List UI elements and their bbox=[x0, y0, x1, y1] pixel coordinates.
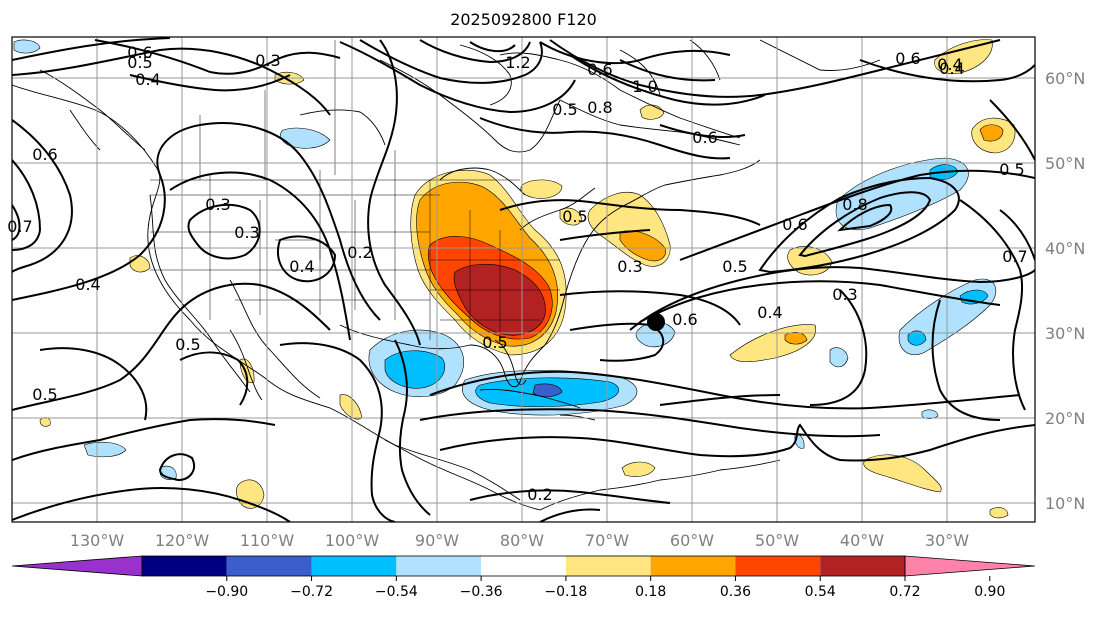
colorbar-tick-label: 0.90 bbox=[974, 584, 1005, 600]
colorbar-tick-label: 0.36 bbox=[720, 584, 751, 600]
contour-label: 0.7 bbox=[1002, 247, 1027, 266]
map-frame bbox=[11, 36, 1036, 523]
colorbar-tick-label: −0.18 bbox=[544, 584, 587, 600]
colorbar-segment bbox=[226, 556, 312, 576]
contour-label: 0.6 bbox=[587, 60, 612, 79]
contour-label: 0.7 bbox=[7, 217, 32, 236]
contour-label: 0.4 bbox=[757, 303, 782, 322]
lat-label: 50°N bbox=[1045, 154, 1085, 173]
contour-label: 0.5 bbox=[552, 100, 577, 119]
south-america-coast bbox=[539, 469, 721, 511]
map-title: 2025092800 F120 bbox=[450, 10, 597, 29]
contour-label: 0.6 bbox=[692, 128, 717, 147]
central-america bbox=[384, 439, 541, 511]
colorbar-tick-label: 0.72 bbox=[889, 584, 920, 600]
colorbar-segment bbox=[735, 556, 821, 576]
lon-label: 120°W bbox=[155, 531, 210, 550]
colorbar-extend-max bbox=[904, 555, 1036, 577]
hudson-bay bbox=[379, 59, 561, 153]
contour-label: 0.5 bbox=[722, 257, 747, 276]
colorbar-segment bbox=[565, 556, 651, 576]
contour-label: 0.6 bbox=[127, 43, 152, 62]
contour-label: 0.2 bbox=[347, 243, 372, 262]
lon-label: 60°W bbox=[670, 531, 714, 550]
contour-label: 0.5 bbox=[32, 385, 57, 404]
storm-center-marker bbox=[647, 313, 665, 331]
north-america-coast bbox=[12, 84, 521, 501]
contour-label: 0.3 bbox=[832, 285, 857, 304]
lat-label: 40°N bbox=[1045, 239, 1085, 258]
contour-label: 0.8 bbox=[842, 195, 867, 214]
contour-label: 0.5 bbox=[175, 335, 200, 354]
colorbar-segment bbox=[142, 556, 227, 576]
contour-label: 0.5 bbox=[127, 53, 152, 72]
colorbar-segment bbox=[396, 556, 482, 576]
colorbar-tick-label: −0.90 bbox=[205, 584, 248, 600]
lon-label: 50°W bbox=[755, 531, 799, 550]
contour-label: 1.0 bbox=[632, 77, 657, 96]
contour-label: 0.6 bbox=[672, 310, 697, 329]
contour-layer bbox=[12, 37, 1035, 522]
alaska-panhandle bbox=[39, 69, 146, 151]
baja bbox=[229, 329, 263, 401]
contour-label: 0.5 bbox=[999, 160, 1024, 179]
positive-anomaly-darkred bbox=[453, 263, 546, 336]
colorbar-tick-label: −0.72 bbox=[290, 584, 333, 600]
colorbar-segment bbox=[820, 556, 905, 576]
colorbar-tick-label: −0.36 bbox=[460, 584, 503, 600]
colorbar-tick-label: −0.54 bbox=[375, 584, 418, 600]
contour-label: 0.4 bbox=[289, 257, 314, 276]
colorbar-tick-label: 0.54 bbox=[805, 584, 836, 600]
contour-label: 0.4 bbox=[135, 70, 160, 89]
lon-label: 130°W bbox=[70, 531, 125, 550]
colorbar-frame bbox=[141, 555, 906, 577]
contour-label: 0.3 bbox=[234, 223, 259, 242]
longitude-labels: 130°W 120°W 110°W 100°W 90°W 80°W 70°W 60°W 50°W… bbox=[70, 531, 969, 550]
contour-label: 0.4 bbox=[75, 275, 100, 294]
contour-label: 0.2 bbox=[527, 485, 552, 504]
east-coast bbox=[564, 159, 761, 296]
lat-label: 60°N bbox=[1045, 69, 1085, 88]
colorbar: −0.90 −0.72 −0.54 −0.36 −0.18 0.18 0.36 0.54 0.7… bbox=[11, 555, 1036, 600]
labrador-coast bbox=[619, 89, 741, 139]
lon-label: 70°W bbox=[585, 531, 629, 550]
lon-label: 100°W bbox=[325, 531, 380, 550]
colorbar-extend-min bbox=[11, 555, 143, 577]
canada-islands bbox=[459, 44, 512, 106]
contour-label: 0.3 bbox=[255, 51, 280, 70]
contour-label: 0.3 bbox=[205, 195, 230, 214]
contour-label: 1.2 bbox=[505, 53, 530, 72]
contour-label: 0.8 bbox=[587, 98, 612, 117]
contour-labels: 0.60.50.40.3 1.21.00.80.60.50.60.40.40.50… bbox=[7, 43, 1027, 504]
colorbar-segment bbox=[311, 556, 397, 576]
lon-label: 90°W bbox=[415, 531, 459, 550]
lat-label: 30°N bbox=[1045, 324, 1085, 343]
contour-label: 0.4 bbox=[939, 59, 964, 78]
contour-label: 0.4 bbox=[937, 55, 962, 74]
lon-label: 110°W bbox=[240, 531, 295, 550]
lon-label: 30°W bbox=[925, 531, 969, 550]
contour-label: 0.3 bbox=[617, 257, 642, 276]
cuba bbox=[479, 389, 581, 409]
colorbar-segment bbox=[481, 556, 566, 576]
contour-label: 0.6 bbox=[32, 145, 57, 164]
contour-label: 0.6 bbox=[782, 215, 807, 234]
contour-label: 0.6 bbox=[895, 49, 920, 68]
lat-label: 20°N bbox=[1045, 409, 1085, 428]
lon-label: 40°W bbox=[840, 531, 884, 550]
lon-label: 80°W bbox=[500, 531, 544, 550]
latitude-labels: 10°N 20°N 30°N 40°N 50°N 60°N bbox=[1045, 69, 1085, 513]
contour-label: 0.5 bbox=[482, 333, 507, 352]
lat-label: 10°N bbox=[1045, 494, 1085, 513]
colorbar-segment bbox=[650, 556, 736, 576]
contour-label: 0.5 bbox=[562, 207, 587, 226]
colorbar-tick-label: 0.18 bbox=[635, 584, 666, 600]
